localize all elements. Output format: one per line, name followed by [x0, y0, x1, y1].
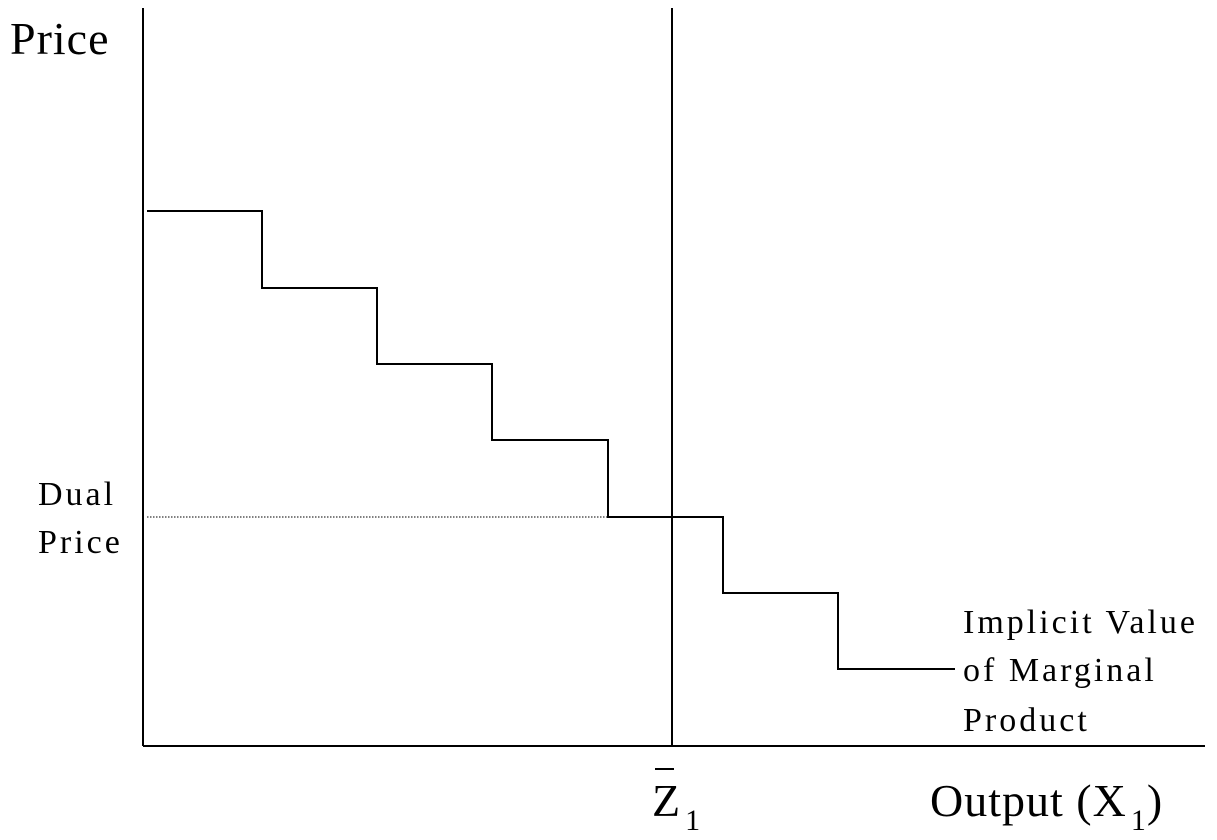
- y-axis-label: Price: [10, 13, 110, 64]
- curve-label-line3: Product: [963, 702, 1090, 739]
- dual-price-label-line1: Dual: [38, 476, 117, 513]
- z-bar-letter: Z: [652, 775, 682, 826]
- x-axis-label-subscript: 1: [1130, 804, 1147, 837]
- curve-label-line1: Implicit Value: [963, 604, 1198, 641]
- dual-price-label-line2: Price: [38, 524, 123, 561]
- curve-label-line2: of Marginal: [963, 652, 1157, 689]
- x-axis-label-close: ): [1146, 775, 1164, 826]
- z-bar-subscript: 1: [685, 804, 702, 837]
- step-curve: [147, 210, 955, 670]
- x-axis-label-main: Output (X: [930, 775, 1127, 826]
- x-axis-label: Output (X 1): [930, 775, 1164, 836]
